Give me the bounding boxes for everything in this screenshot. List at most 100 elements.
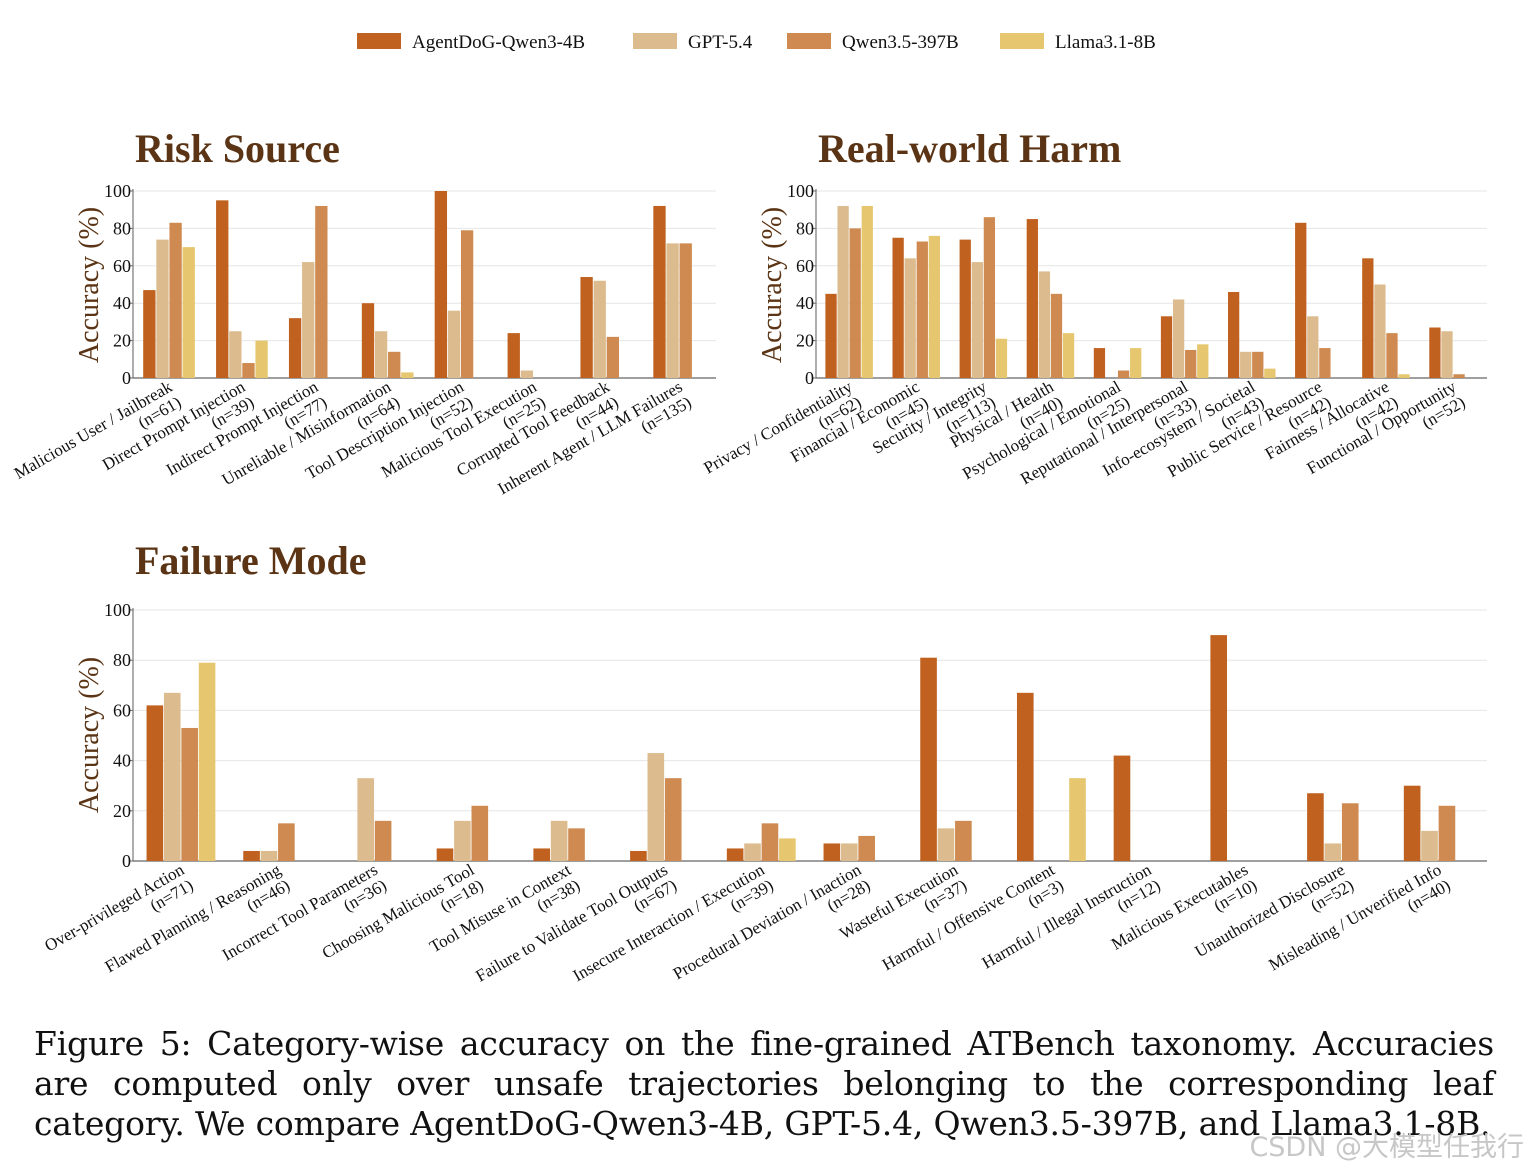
y-tick-label: 40 bbox=[113, 293, 131, 313]
bar-3 bbox=[849, 228, 861, 378]
bar-4 bbox=[995, 338, 1008, 378]
bar-1 bbox=[1362, 258, 1374, 378]
y-tick-label: 0 bbox=[122, 851, 131, 871]
bar-3 bbox=[1453, 374, 1465, 378]
legend-swatch bbox=[1000, 33, 1044, 49]
y-tick-label: 40 bbox=[113, 751, 131, 771]
bar-2 bbox=[302, 262, 315, 378]
bar-2 bbox=[229, 331, 242, 378]
bar-2 bbox=[260, 850, 278, 861]
bar-3 bbox=[1252, 351, 1264, 378]
bar-2 bbox=[904, 258, 916, 378]
bar-2 bbox=[1324, 843, 1342, 861]
bar-2 bbox=[837, 205, 849, 378]
bar-3 bbox=[1319, 348, 1331, 378]
bar-4 bbox=[779, 838, 796, 861]
bar-3 bbox=[460, 230, 474, 378]
bar-1 bbox=[533, 848, 551, 861]
bar-4 bbox=[1130, 348, 1142, 378]
bar-1 bbox=[434, 191, 448, 378]
y-axis-label: Accuracy (%) bbox=[74, 657, 105, 813]
bar-2 bbox=[937, 828, 955, 861]
bar-1 bbox=[143, 290, 156, 378]
bar-2 bbox=[840, 843, 858, 861]
chart-title: Risk Source bbox=[135, 126, 340, 171]
category-name: Misleading / Unverified Info bbox=[1265, 860, 1444, 974]
y-tick-label: 60 bbox=[113, 700, 131, 720]
bar-4 bbox=[861, 205, 873, 378]
chart-title: Failure Mode bbox=[135, 538, 366, 583]
bar-2 bbox=[1240, 351, 1252, 378]
bar-4 bbox=[255, 340, 268, 378]
bar-1 bbox=[580, 277, 593, 378]
bar-3 bbox=[1341, 803, 1359, 861]
bar-1 bbox=[920, 657, 937, 861]
bar-1 bbox=[1210, 635, 1228, 861]
watermark: CSDN @大模型任我行 bbox=[1249, 1132, 1524, 1163]
bar-2 bbox=[971, 262, 983, 378]
bar-3 bbox=[955, 820, 972, 861]
legend-swatch bbox=[787, 33, 831, 49]
category-name: Choosing Malicious Tool bbox=[319, 860, 478, 963]
bar-1 bbox=[1307, 793, 1324, 861]
category-label: Misleading / Unverified Info(n=40) bbox=[1265, 860, 1453, 974]
bar-1 bbox=[1160, 316, 1173, 378]
bar-3 bbox=[568, 828, 585, 861]
bar-1 bbox=[1016, 692, 1034, 861]
bar-1 bbox=[726, 848, 744, 861]
bar-4 bbox=[182, 247, 195, 378]
y-tick-label: 60 bbox=[113, 256, 131, 276]
bar-2 bbox=[1038, 271, 1051, 378]
bar-3 bbox=[1050, 293, 1063, 378]
figure-canvas: AgentDoG-Qwen3-4B GPT-5.4 Qwen3.5-397B Llam… bbox=[11, 32, 1487, 986]
bar-3 bbox=[1438, 805, 1456, 861]
bar-1 bbox=[1113, 755, 1131, 861]
bar-1 bbox=[959, 239, 971, 378]
category-name: Incorrect Tool Parameters bbox=[219, 860, 381, 964]
legend-label: Llama3.1-8B bbox=[1055, 32, 1156, 53]
bar-1 bbox=[823, 843, 841, 861]
bar-3 bbox=[606, 336, 620, 378]
legend: AgentDoG-Qwen3-4B GPT-5.4 Qwen3.5-397B Llam… bbox=[357, 32, 1156, 53]
category-name: Harmful / Illegal Instruction bbox=[979, 860, 1155, 973]
bar-3 bbox=[858, 835, 875, 861]
bar-1 bbox=[146, 705, 164, 861]
y-tick-label: 0 bbox=[805, 368, 814, 388]
bar-4 bbox=[198, 662, 216, 861]
y-tick-label: 80 bbox=[796, 218, 814, 238]
bar-3 bbox=[679, 243, 692, 378]
bar-2 bbox=[156, 239, 169, 378]
bar-2 bbox=[447, 310, 461, 378]
bar-3 bbox=[761, 823, 779, 861]
bar-3 bbox=[1386, 333, 1398, 378]
y-axis-label: Accuracy (%) bbox=[74, 207, 105, 363]
y-tick-label: 0 bbox=[122, 368, 131, 388]
bar-1 bbox=[1403, 785, 1421, 861]
bar-2 bbox=[1307, 316, 1319, 378]
bar-1 bbox=[216, 200, 229, 378]
y-axis-label: Accuracy (%) bbox=[757, 207, 788, 363]
bar-1 bbox=[243, 850, 260, 861]
bar-2 bbox=[1374, 284, 1386, 378]
bar-1 bbox=[653, 205, 666, 378]
bar-1 bbox=[436, 848, 454, 861]
bar-1 bbox=[892, 237, 904, 378]
bar-2 bbox=[520, 370, 534, 378]
bar-2 bbox=[666, 243, 679, 378]
chart-title: Real-world Harm bbox=[818, 126, 1121, 171]
figure-caption: Figure 5: Category-wise accuracy on the … bbox=[34, 1024, 1494, 1143]
category-name: Flawed Planning / Reasoning bbox=[102, 860, 285, 977]
bar-1 bbox=[1295, 222, 1307, 378]
bar-3 bbox=[278, 823, 295, 861]
bar-2 bbox=[163, 692, 181, 861]
bar-1 bbox=[1026, 219, 1038, 378]
y-tick-label: 20 bbox=[796, 331, 814, 351]
bar-4 bbox=[1197, 344, 1209, 378]
legend-label: GPT-5.4 bbox=[688, 32, 753, 53]
y-tick-label: 100 bbox=[787, 181, 814, 201]
bar-1 bbox=[825, 293, 837, 378]
bar-3 bbox=[374, 820, 392, 861]
